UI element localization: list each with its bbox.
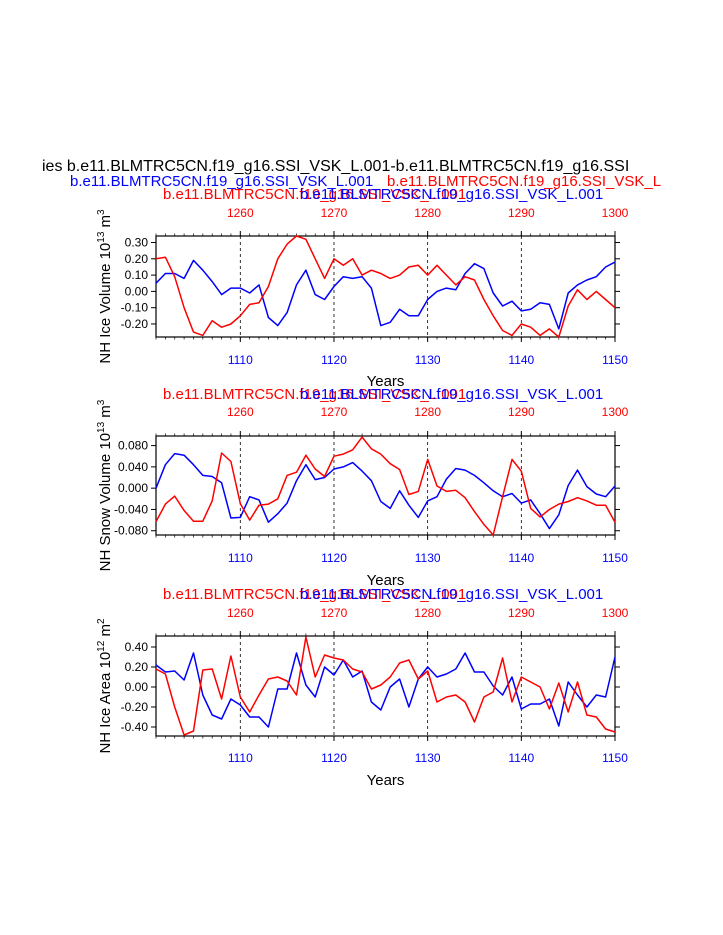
x-axis-label: Years bbox=[367, 373, 405, 390]
series-line-blue bbox=[155, 452, 616, 530]
x-axis-label: Years bbox=[367, 772, 405, 789]
x-tick-label-top: 1270 bbox=[321, 606, 348, 620]
y-axis-label-ylabel: NH Snow Volume 10 bbox=[97, 433, 114, 571]
y-tick-label: -0.40 bbox=[121, 720, 149, 734]
y-axis-label-ylabel-exp: 13 bbox=[96, 231, 107, 243]
y-axis-label-ylabel: NH Ice Volume 10 bbox=[97, 243, 114, 364]
x-tick-label-bottom: 1140 bbox=[508, 353, 534, 367]
y-axis-label: NH Ice Volume 1013 m3 bbox=[96, 209, 114, 364]
x-tick-label-top: 1270 bbox=[321, 206, 348, 220]
y-tick-label: 0.080 bbox=[118, 439, 148, 453]
series-line-red bbox=[155, 436, 616, 536]
top-series-label-red: b.e11.BLMTRC5CN.f19_g16.SSI_VSK_L.001 bbox=[163, 186, 466, 203]
y-axis-label-ylabel-unit: m bbox=[97, 624, 114, 641]
x-tick-label-bottom: 1150 bbox=[602, 551, 628, 565]
y-tick-label: 0.040 bbox=[118, 460, 148, 474]
x-tick-label-bottom: 1150 bbox=[602, 751, 628, 765]
series-line-blue bbox=[155, 259, 616, 330]
plot-frame bbox=[155, 235, 616, 338]
x-tick-label-top: 1300 bbox=[602, 405, 629, 419]
y-tick-label: 0.00 bbox=[125, 680, 149, 694]
panel-ice-volume: b.e11.BLMTRC5CN.f19_g16.SSI_VSK_L.001b.e… bbox=[96, 186, 629, 390]
x-tick-label-bottom: 1110 bbox=[228, 551, 253, 565]
y-tick-label: -0.20 bbox=[121, 317, 149, 331]
x-tick-label-bottom: 1120 bbox=[321, 551, 347, 565]
figure-title-line1: ies b.e11.BLMTRC5CN.f19_g16.SSI_VSK_L.00… bbox=[42, 158, 629, 175]
y-axis-label-ylabel-exp: 12 bbox=[96, 640, 107, 652]
y-tick-label: 0.000 bbox=[118, 481, 148, 495]
series-line-red bbox=[155, 636, 616, 736]
panel-ice-area: b.e11.BLMTRC5CN.f19_g16.SSI_VSK_L.001b.e… bbox=[96, 586, 629, 789]
figure-title-line2-right: b.e11.BLMTRC5CN.f19_g16.SSI_VSK_L bbox=[387, 173, 661, 190]
x-tick-label-top: 1260 bbox=[227, 405, 254, 419]
y-tick-label: 0.20 bbox=[125, 660, 149, 674]
x-tick-label-bottom: 1120 bbox=[321, 751, 347, 765]
y-tick-label: -0.10 bbox=[121, 301, 149, 315]
y-axis-label-ylabel: NH Ice Area 10 bbox=[97, 652, 114, 754]
y-tick-label: 0.30 bbox=[125, 236, 149, 250]
x-tick-label-bottom: 1120 bbox=[321, 353, 347, 367]
x-tick-label-top: 1280 bbox=[414, 206, 441, 220]
x-tick-label-bottom: 1130 bbox=[415, 353, 441, 367]
series-line-red bbox=[155, 235, 616, 338]
y-tick-label: 0.20 bbox=[125, 252, 149, 266]
plot-frame bbox=[155, 435, 616, 536]
x-tick-label-bottom: 1140 bbox=[508, 551, 534, 565]
x-tick-label-top: 1290 bbox=[508, 405, 535, 419]
x-tick-label-top: 1280 bbox=[414, 405, 441, 419]
y-axis-label-ylabel-unit-exp: 2 bbox=[96, 618, 107, 624]
x-tick-label-top: 1270 bbox=[321, 405, 348, 419]
top-series-label-blue: b.e11.BLMTRC5CN.f19_g16.SSI_VSK_L.001 bbox=[300, 186, 603, 203]
y-tick-label: -0.080 bbox=[114, 524, 148, 538]
panel-snow-volume: b.e11.BLMTRC5CN.f19_g16.SSI_VSK_L.001b.e… bbox=[96, 386, 629, 589]
x-tick-label-top: 1290 bbox=[508, 606, 535, 620]
x-tick-label-bottom: 1150 bbox=[602, 353, 628, 367]
top-series-label-red: b.e11.BLMTRC5CN.f19_g16.SSI_VSK_L.001 bbox=[163, 586, 466, 603]
figure-title-line2-left: b.e11.BLMTRC5CN.f19_g16.SSI_VSK_L.001 bbox=[70, 173, 373, 190]
series-line-blue bbox=[155, 652, 616, 728]
y-axis-label: NH Snow Volume 1013 m3 bbox=[96, 399, 114, 571]
y-tick-label: 0.10 bbox=[125, 268, 149, 282]
y-axis-label-ylabel-exp: 13 bbox=[96, 421, 107, 433]
x-tick-label-bottom: 1130 bbox=[415, 751, 441, 765]
y-axis-label-ylabel-unit-exp: 3 bbox=[96, 209, 107, 215]
top-series-label-blue: b.e11.BLMTRC5CN.f19_g16.SSI_VSK_L.001 bbox=[300, 586, 603, 603]
y-tick-label: 0.40 bbox=[125, 640, 149, 654]
x-tick-label-bottom: 1140 bbox=[508, 751, 534, 765]
y-axis-label: NH Ice Area 1012 m2 bbox=[96, 618, 114, 754]
y-tick-label: 0.00 bbox=[125, 284, 149, 298]
y-axis-label-ylabel-unit: m bbox=[97, 405, 114, 422]
x-tick-label-top: 1280 bbox=[414, 606, 441, 620]
x-tick-label-top: 1260 bbox=[227, 606, 254, 620]
x-tick-label-top: 1290 bbox=[508, 206, 535, 220]
x-tick-label-top: 1300 bbox=[602, 606, 629, 620]
y-tick-label: -0.040 bbox=[114, 502, 148, 516]
x-tick-label-bottom: 1130 bbox=[415, 551, 441, 565]
y-axis-label-ylabel-unit: m bbox=[97, 215, 114, 232]
x-axis-label: Years bbox=[367, 572, 405, 589]
top-series-label-blue: b.e11.BLMTRC5CN.f19_g16.SSI_VSK_L.001 bbox=[300, 386, 603, 403]
x-tick-label-bottom: 1110 bbox=[228, 353, 253, 367]
x-tick-label-top: 1260 bbox=[227, 206, 254, 220]
x-tick-label-top: 1300 bbox=[602, 206, 629, 220]
x-tick-label-bottom: 1110 bbox=[228, 751, 253, 765]
plot-frame bbox=[155, 635, 616, 737]
y-axis-label-ylabel-unit-exp: 3 bbox=[96, 399, 107, 405]
top-series-label-red: b.e11.BLMTRC5CN.f19_g16.SSI_VSK_L.001 bbox=[163, 386, 466, 403]
y-tick-label: -0.20 bbox=[121, 700, 149, 714]
